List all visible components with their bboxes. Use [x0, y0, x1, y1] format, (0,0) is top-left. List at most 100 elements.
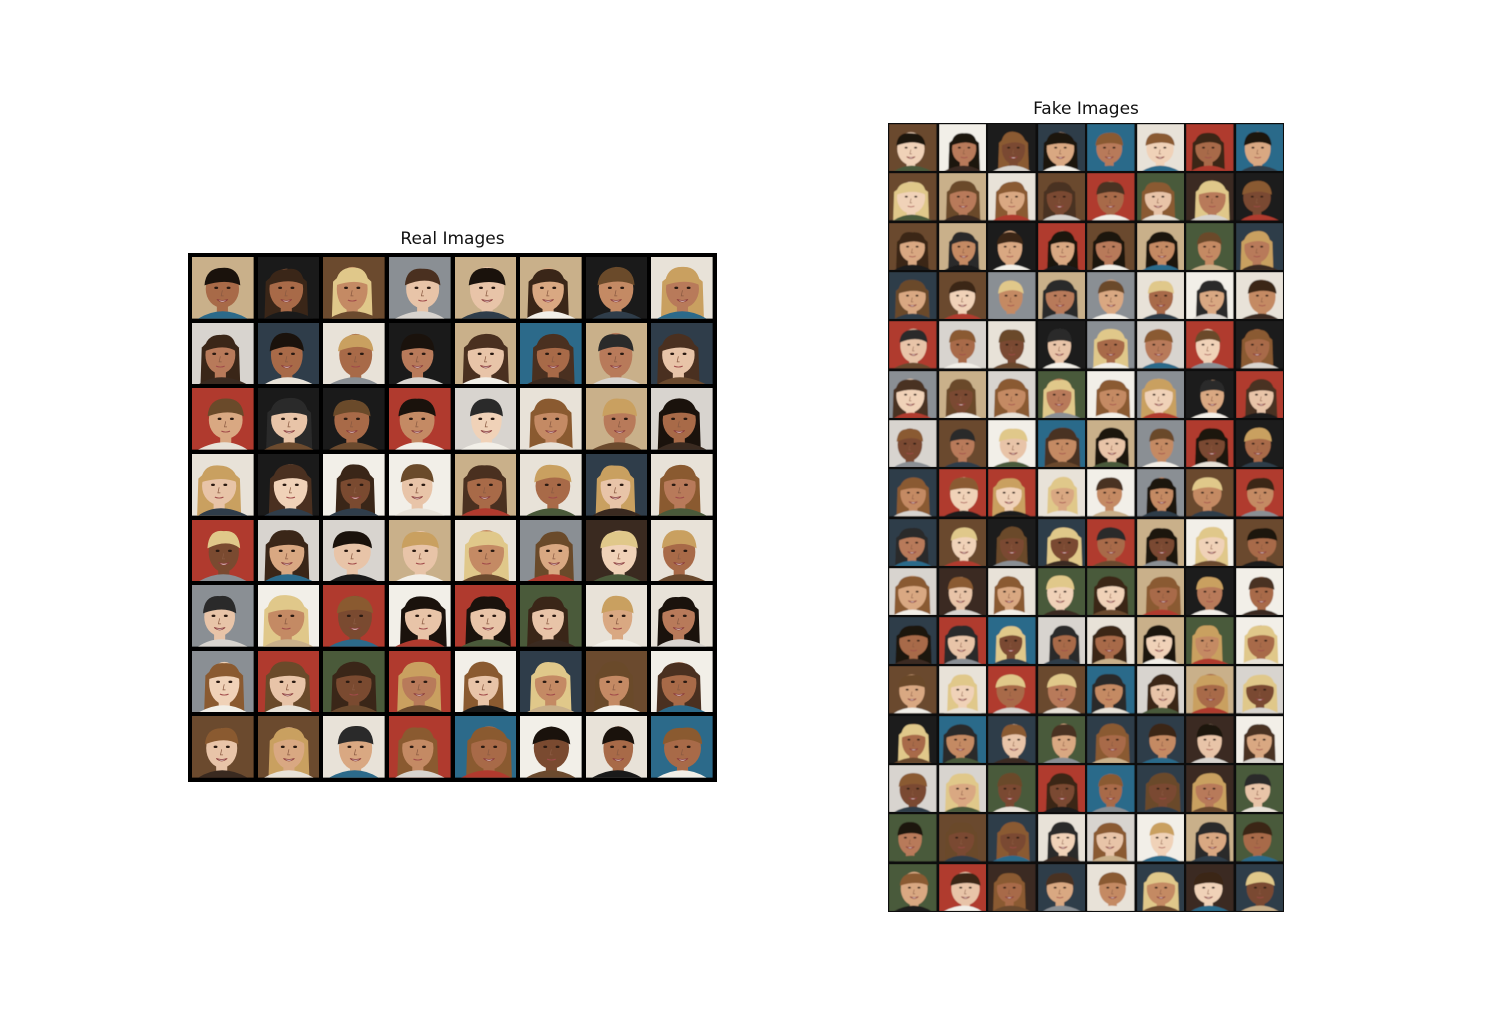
fake-face-thumbnail — [1235, 370, 1283, 418]
real-face-thumbnail — [323, 519, 385, 582]
fake-face-thumbnail — [1186, 370, 1234, 418]
fake-face-thumbnail — [1186, 419, 1234, 468]
fake-face-thumbnail — [1235, 173, 1283, 221]
fake-face-thumbnail — [988, 765, 1036, 813]
fake-face-thumbnail — [1235, 567, 1283, 616]
real-face-thumbnail — [323, 716, 385, 778]
real-face-thumbnail — [585, 322, 648, 385]
real-face-thumbnail — [651, 453, 713, 516]
fake-face-thumbnail — [1136, 666, 1184, 714]
fake-face-thumbnail — [1235, 765, 1283, 813]
fake-face-thumbnail — [1235, 222, 1283, 270]
fake-face-thumbnail — [1186, 617, 1234, 665]
real-face-thumbnail — [388, 257, 451, 319]
real-face-thumbnail — [192, 453, 254, 516]
fake-face-thumbnail — [988, 173, 1036, 221]
fake-face-thumbnail — [1087, 469, 1135, 517]
fake-face-thumbnail — [1087, 765, 1135, 813]
real-face-thumbnail — [388, 716, 451, 778]
real-face-thumbnail — [454, 716, 517, 778]
real-face-thumbnail — [388, 585, 451, 647]
fake-face-thumbnail — [1037, 715, 1085, 764]
fake-images-title: Fake Images — [1033, 99, 1139, 119]
real-face-thumbnail — [388, 388, 451, 450]
real-face-thumbnail — [388, 650, 451, 713]
real-face-thumbnail — [520, 453, 582, 516]
fake-face-thumbnail — [1087, 271, 1135, 320]
real-face-thumbnail — [454, 585, 517, 647]
real-face-thumbnail — [585, 453, 648, 516]
fake-face-thumbnail — [1087, 419, 1135, 468]
real-face-thumbnail — [192, 650, 254, 713]
real-face-thumbnail — [257, 650, 320, 713]
real-face-thumbnail — [585, 585, 648, 647]
fake-face-thumbnail — [988, 814, 1036, 862]
fake-face-thumbnail — [889, 321, 937, 369]
fake-face-thumbnail — [1186, 814, 1234, 862]
fake-face-thumbnail — [889, 370, 937, 418]
real-face-thumbnail — [192, 322, 254, 385]
fake-face-thumbnail — [1136, 124, 1184, 172]
real-face-thumbnail — [257, 322, 320, 385]
fake-face-thumbnail — [1235, 271, 1283, 320]
fake-face-thumbnail — [988, 321, 1036, 369]
fake-face-thumbnail — [1037, 222, 1085, 270]
fake-face-thumbnail — [889, 814, 937, 862]
real-face-thumbnail — [323, 257, 385, 319]
fake-face-thumbnail — [938, 518, 986, 566]
fake-face-thumbnail — [1136, 469, 1184, 517]
real-face-thumbnail — [257, 519, 320, 582]
real-face-thumbnail — [388, 453, 451, 516]
fake-face-thumbnail — [1235, 715, 1283, 764]
fake-face-thumbnail — [1087, 173, 1135, 221]
real-face-thumbnail — [454, 650, 517, 713]
fake-face-thumbnail — [1235, 124, 1283, 172]
fake-face-thumbnail — [988, 469, 1036, 517]
real-face-thumbnail — [651, 257, 713, 319]
fake-face-thumbnail — [1037, 370, 1085, 418]
real-face-thumbnail — [651, 388, 713, 450]
fake-face-thumbnail — [1186, 666, 1234, 714]
real-face-thumbnail — [388, 322, 451, 385]
fake-face-thumbnail — [1186, 222, 1234, 270]
real-face-thumbnail — [454, 257, 517, 319]
real-face-thumbnail — [323, 453, 385, 516]
fake-face-thumbnail — [1136, 567, 1184, 616]
real-face-thumbnail — [520, 650, 582, 713]
real-face-thumbnail — [585, 388, 648, 450]
fake-face-thumbnail — [1087, 370, 1135, 418]
fake-face-thumbnail — [1136, 419, 1184, 468]
fake-face-thumbnail — [938, 765, 986, 813]
fake-face-thumbnail — [889, 863, 937, 911]
real-face-thumbnail — [257, 453, 320, 516]
fake-face-thumbnail — [1235, 469, 1283, 517]
real-face-thumbnail — [585, 257, 648, 319]
fake-face-thumbnail — [938, 863, 986, 911]
fake-face-thumbnail — [1235, 666, 1283, 714]
real-face-thumbnail — [323, 388, 385, 450]
fake-face-thumbnail — [988, 518, 1036, 566]
fake-face-thumbnail — [988, 419, 1036, 468]
real-face-thumbnail — [454, 453, 517, 516]
real-face-thumbnail — [651, 716, 713, 778]
fake-face-thumbnail — [1037, 469, 1085, 517]
real-face-thumbnail — [323, 650, 385, 713]
fake-face-thumbnail — [938, 124, 986, 172]
real-face-thumbnail — [192, 388, 254, 450]
fake-face-thumbnail — [1235, 814, 1283, 862]
real-face-thumbnail — [192, 519, 254, 582]
real-face-thumbnail — [257, 585, 320, 647]
fake-face-thumbnail — [889, 617, 937, 665]
fake-face-thumbnail — [988, 666, 1036, 714]
fake-face-thumbnail — [1037, 124, 1085, 172]
fake-face-thumbnail — [889, 222, 937, 270]
fake-face-thumbnail — [1186, 765, 1234, 813]
real-face-thumbnail — [454, 519, 517, 582]
real-face-thumbnail — [651, 650, 713, 713]
fake-face-thumbnail — [1087, 124, 1135, 172]
real-face-thumbnail — [454, 322, 517, 385]
fake-face-thumbnail — [1087, 863, 1135, 911]
real-face-thumbnail — [585, 519, 648, 582]
fake-face-thumbnail — [988, 715, 1036, 764]
fake-face-thumbnail — [938, 419, 986, 468]
